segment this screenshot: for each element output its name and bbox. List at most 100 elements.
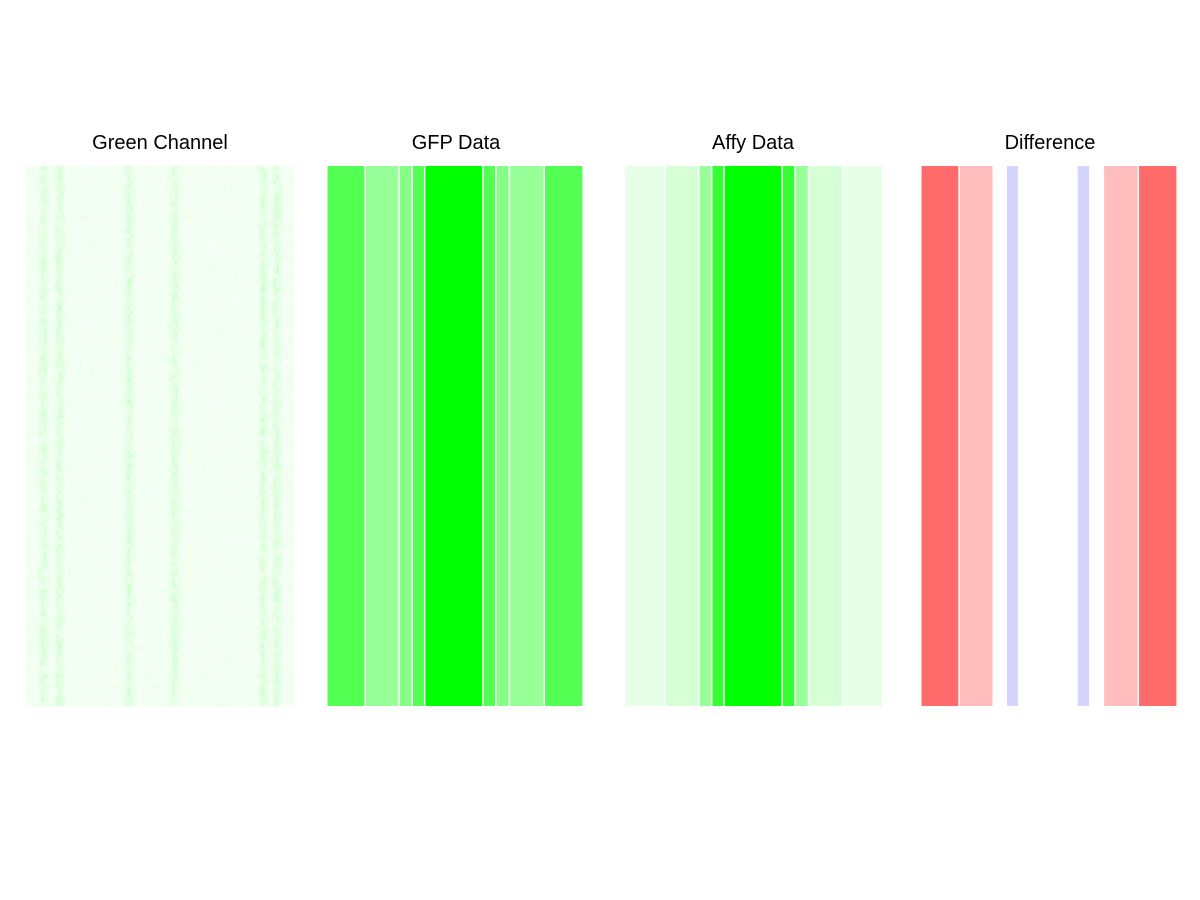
green-channel-cell bbox=[67, 557, 71, 563]
green-channel-cell bbox=[162, 629, 167, 635]
green-channel-cell bbox=[171, 319, 176, 324]
green-channel-cell bbox=[177, 377, 182, 383]
green-channel-cell bbox=[52, 274, 57, 279]
green-channel-cell bbox=[58, 584, 63, 590]
green-channel-cell bbox=[55, 305, 60, 311]
green-channel-cell bbox=[61, 593, 66, 599]
green-channel-cell bbox=[76, 206, 80, 212]
green-channel-cell bbox=[70, 368, 74, 374]
green-channel-cell bbox=[61, 539, 66, 545]
green-channel-cell bbox=[58, 463, 63, 468]
green-channel-cell bbox=[49, 323, 54, 329]
green-channel-cell bbox=[157, 584, 161, 590]
green-channel-cell bbox=[46, 422, 51, 428]
green-channel-cell bbox=[115, 220, 119, 225]
green-channel-cell bbox=[70, 503, 74, 509]
green-channel-cell bbox=[49, 400, 54, 405]
green-channel-cell bbox=[34, 202, 39, 207]
green-channel-cell bbox=[171, 188, 176, 194]
green-channel-cell bbox=[109, 422, 113, 428]
green-channel-cell bbox=[136, 566, 140, 572]
green-channel-cell bbox=[168, 526, 173, 531]
green-channel-cell bbox=[145, 454, 149, 459]
green-channel-cell bbox=[121, 454, 125, 459]
green-channel-cell bbox=[70, 508, 74, 513]
green-channel-cell bbox=[130, 508, 134, 513]
green-channel-cell bbox=[162, 589, 167, 594]
green-channel-cell bbox=[189, 211, 194, 216]
green-channel-cell bbox=[94, 350, 98, 356]
green-channel-cell bbox=[37, 197, 42, 203]
green-channel-cell bbox=[160, 386, 164, 392]
green-channel-cell bbox=[34, 620, 39, 626]
green-channel-cell bbox=[186, 566, 191, 572]
green-channel-cell bbox=[85, 526, 89, 531]
green-channel-cell bbox=[171, 656, 176, 662]
green-channel-cell bbox=[79, 701, 83, 707]
green-channel-cell bbox=[103, 616, 107, 621]
green-channel-cell bbox=[43, 674, 48, 680]
green-channel-cell bbox=[79, 404, 83, 410]
green-channel-cell bbox=[112, 625, 116, 630]
green-channel-cell bbox=[139, 548, 143, 554]
green-channel-cell bbox=[154, 292, 158, 297]
green-channel-cell bbox=[165, 260, 170, 266]
green-channel-cell bbox=[133, 647, 137, 653]
green-channel-cell bbox=[168, 292, 173, 297]
green-channel-cell bbox=[151, 589, 155, 594]
green-channel-cell bbox=[79, 440, 83, 446]
green-channel-cell bbox=[139, 422, 143, 428]
green-channel-cell bbox=[168, 391, 173, 396]
green-channel-cell bbox=[61, 683, 66, 689]
green-channel-cell bbox=[31, 274, 36, 279]
green-channel-cell bbox=[46, 265, 51, 270]
green-channel-cell bbox=[118, 535, 122, 540]
green-channel-cell bbox=[26, 175, 30, 180]
green-channel-cell bbox=[61, 494, 66, 500]
green-channel-cell bbox=[52, 377, 57, 383]
green-channel-cell bbox=[52, 674, 57, 680]
green-channel-cell bbox=[133, 499, 137, 504]
green-channel-cell bbox=[67, 413, 71, 419]
green-channel-cell bbox=[118, 337, 122, 342]
green-channel-cell bbox=[177, 571, 182, 576]
green-channel-cell bbox=[52, 265, 57, 270]
green-channel-cell bbox=[64, 503, 68, 509]
green-channel-cell bbox=[130, 296, 134, 302]
green-channel-cell bbox=[91, 373, 95, 378]
green-channel-cell bbox=[61, 179, 66, 185]
green-channel-cell bbox=[168, 413, 173, 419]
green-channel-cell bbox=[109, 679, 113, 684]
green-channel-cell bbox=[165, 499, 170, 504]
green-channel-cell bbox=[97, 400, 101, 405]
green-channel-cell bbox=[52, 400, 57, 405]
green-channel-cell bbox=[76, 391, 80, 396]
green-channel-cell bbox=[79, 454, 83, 459]
green-channel-cell bbox=[124, 265, 128, 270]
green-channel-cell bbox=[183, 625, 188, 630]
green-channel-cell bbox=[34, 557, 39, 563]
green-channel-cell bbox=[85, 656, 89, 662]
green-channel-cell bbox=[130, 535, 134, 540]
green-channel-cell bbox=[26, 535, 30, 540]
green-channel-cell bbox=[112, 413, 116, 419]
green-channel-cell bbox=[180, 476, 185, 482]
green-channel-cell bbox=[174, 170, 179, 176]
green-channel-cell bbox=[151, 431, 155, 437]
green-channel-cell bbox=[127, 355, 131, 360]
green-channel-cell bbox=[58, 458, 63, 464]
green-channel-cell bbox=[79, 355, 83, 360]
green-channel-cell bbox=[154, 458, 158, 464]
green-channel-cell bbox=[118, 485, 122, 491]
green-channel-cell bbox=[189, 175, 194, 180]
green-channel-cell bbox=[61, 292, 66, 297]
green-channel-cell bbox=[61, 638, 66, 644]
green-channel-cell bbox=[73, 679, 77, 684]
green-channel-cell bbox=[174, 431, 179, 437]
green-channel-cell bbox=[40, 175, 45, 180]
green-channel-cell bbox=[130, 683, 134, 689]
green-channel-cell bbox=[127, 202, 131, 207]
green-channel-cell bbox=[28, 620, 33, 626]
green-channel-cell bbox=[55, 296, 60, 302]
